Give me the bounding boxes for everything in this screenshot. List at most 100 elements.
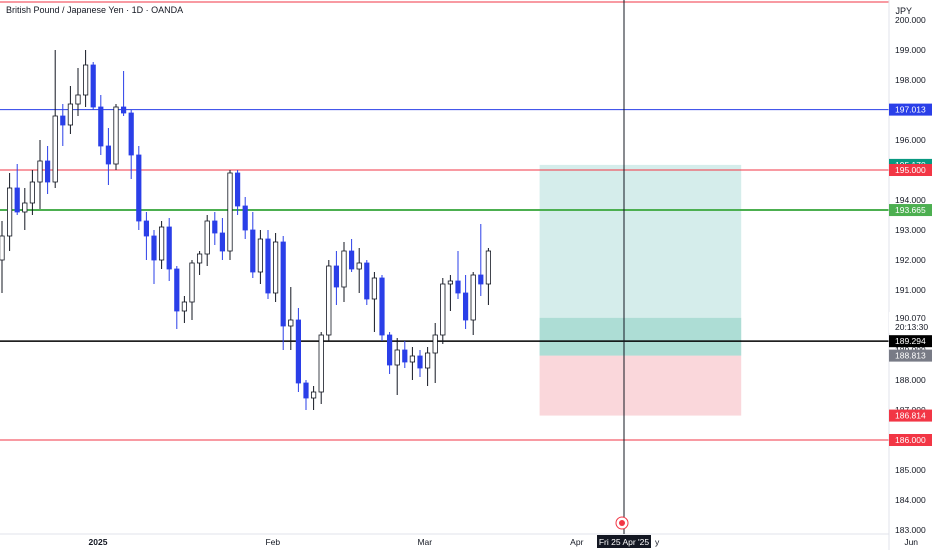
price-tick-7: 193.000 xyxy=(895,225,926,235)
candle-body-32 xyxy=(242,205,248,231)
candle-body-37 xyxy=(280,241,286,327)
candle-body-15 xyxy=(113,106,119,165)
price-badge-2 xyxy=(889,164,932,176)
price-tick-0: 200.000 xyxy=(895,15,926,25)
candle-body-53 xyxy=(402,349,408,363)
price-tick-6: 194.000 xyxy=(895,195,926,205)
candle-body-39 xyxy=(295,319,302,384)
crosshair-time-text: Fri 25 Apr '25 xyxy=(599,537,650,547)
candle-body-29 xyxy=(219,232,225,252)
candle-body-63 xyxy=(478,274,484,285)
candle-body-35 xyxy=(265,238,271,294)
candle-body-59 xyxy=(447,280,454,285)
candle-body-33 xyxy=(250,229,256,273)
price-badge-text-7: 188.813 xyxy=(895,351,926,361)
horizontal-lines[interactable] xyxy=(0,1,889,441)
candle-body-62 xyxy=(470,274,476,321)
price-badge-6 xyxy=(889,335,932,348)
price-badge-text-3: 193.665 xyxy=(895,205,926,215)
candle-body-31 xyxy=(234,172,241,207)
candle-body-45 xyxy=(341,250,347,288)
candle-body-18 xyxy=(136,154,142,222)
profit-zone xyxy=(539,164,742,356)
candle-body-14 xyxy=(105,145,111,165)
price-badge-8 xyxy=(889,409,932,422)
price-badge-text-0: 197.013 xyxy=(895,105,926,115)
candle-body-46 xyxy=(348,250,355,270)
candle-body-5 xyxy=(37,160,43,183)
time-label-2: Mar xyxy=(417,537,432,547)
price-tick-9: 191.000 xyxy=(895,285,926,295)
price-tick-4: 196.000 xyxy=(895,135,926,145)
candle-body-58 xyxy=(440,283,446,336)
candle-body-47 xyxy=(356,262,362,270)
price-tick-1: 199.000 xyxy=(895,45,926,55)
candle-body-7 xyxy=(52,115,58,183)
candle-body-11 xyxy=(83,64,89,96)
candle-body-51 xyxy=(386,334,393,366)
candle-body-28 xyxy=(212,220,218,234)
candle-body-20 xyxy=(151,235,157,261)
candle-body-50 xyxy=(379,277,385,336)
candle-body-25 xyxy=(189,262,195,303)
candle-body-24 xyxy=(181,301,187,312)
time-label-0: 2025 xyxy=(89,537,108,547)
candle-body-19 xyxy=(143,220,149,237)
candle-body-27 xyxy=(204,220,210,255)
price-tick-8: 192.000 xyxy=(895,255,926,265)
candle-body-4 xyxy=(29,181,36,204)
price-tick-12: 188.000 xyxy=(895,375,926,385)
price-tick-16: 184.000 xyxy=(895,495,926,505)
candle-body-57 xyxy=(432,334,438,354)
crosshair: Fri 25 Apr '25 y xyxy=(597,0,660,548)
candle-body-6 xyxy=(45,160,51,183)
candle-body-54 xyxy=(409,355,416,363)
candle-body-64 xyxy=(485,250,492,285)
time-label-4: Jun xyxy=(904,537,918,547)
candle-body-22 xyxy=(166,226,172,270)
candle-body-60 xyxy=(455,280,461,294)
price-badge-7 xyxy=(889,349,932,362)
candle-body-21 xyxy=(158,226,165,261)
price-tick-15: 185.000 xyxy=(895,465,926,475)
candle-body-16 xyxy=(121,106,127,114)
time-label-partial: y xyxy=(655,537,660,547)
candle-body-10 xyxy=(75,94,81,105)
symbol-title[interactable]: British Pound / Japanese Yen · 1D · OAND… xyxy=(6,5,184,15)
candle-body-44 xyxy=(333,265,340,288)
candle-body-52 xyxy=(394,349,400,366)
candle-body-55 xyxy=(417,355,423,369)
price-badge-text-5: 20:13:30 xyxy=(895,322,928,332)
candle-body-2 xyxy=(14,187,20,213)
candle-body-1 xyxy=(7,187,13,237)
candle-body-56 xyxy=(424,352,431,369)
price-badge-9 xyxy=(889,434,932,446)
candle-body-23 xyxy=(174,268,180,312)
time-label-1: Feb xyxy=(265,537,280,547)
candle-body-36 xyxy=(272,241,279,294)
event-marker-dot-icon xyxy=(619,520,625,526)
loss-zone xyxy=(539,355,742,416)
position-tool[interactable] xyxy=(539,164,742,416)
candle-body-43 xyxy=(326,265,332,336)
price-badge-0 xyxy=(889,103,932,116)
candle-body-9 xyxy=(67,103,73,126)
candle-body-26 xyxy=(196,253,203,264)
price-tick-17: 183.000 xyxy=(895,525,926,535)
candle-body-49 xyxy=(371,277,378,300)
candle-body-48 xyxy=(364,262,370,300)
price-tick-2: 198.000 xyxy=(895,75,926,85)
price-badge-text-4: 190.070 xyxy=(895,313,926,323)
candle-body-30 xyxy=(227,172,233,252)
candle-body-41 xyxy=(310,391,317,399)
time-axis[interactable]: 2025 Feb Mar Apr Jun xyxy=(89,537,919,547)
candle-body-0 xyxy=(0,235,5,261)
candle-body-38 xyxy=(288,319,294,327)
price-badge-text-6: 189.294 xyxy=(895,336,926,346)
candle-body-42 xyxy=(318,334,324,393)
currency-label: JPY xyxy=(895,6,912,16)
candles xyxy=(0,50,492,410)
